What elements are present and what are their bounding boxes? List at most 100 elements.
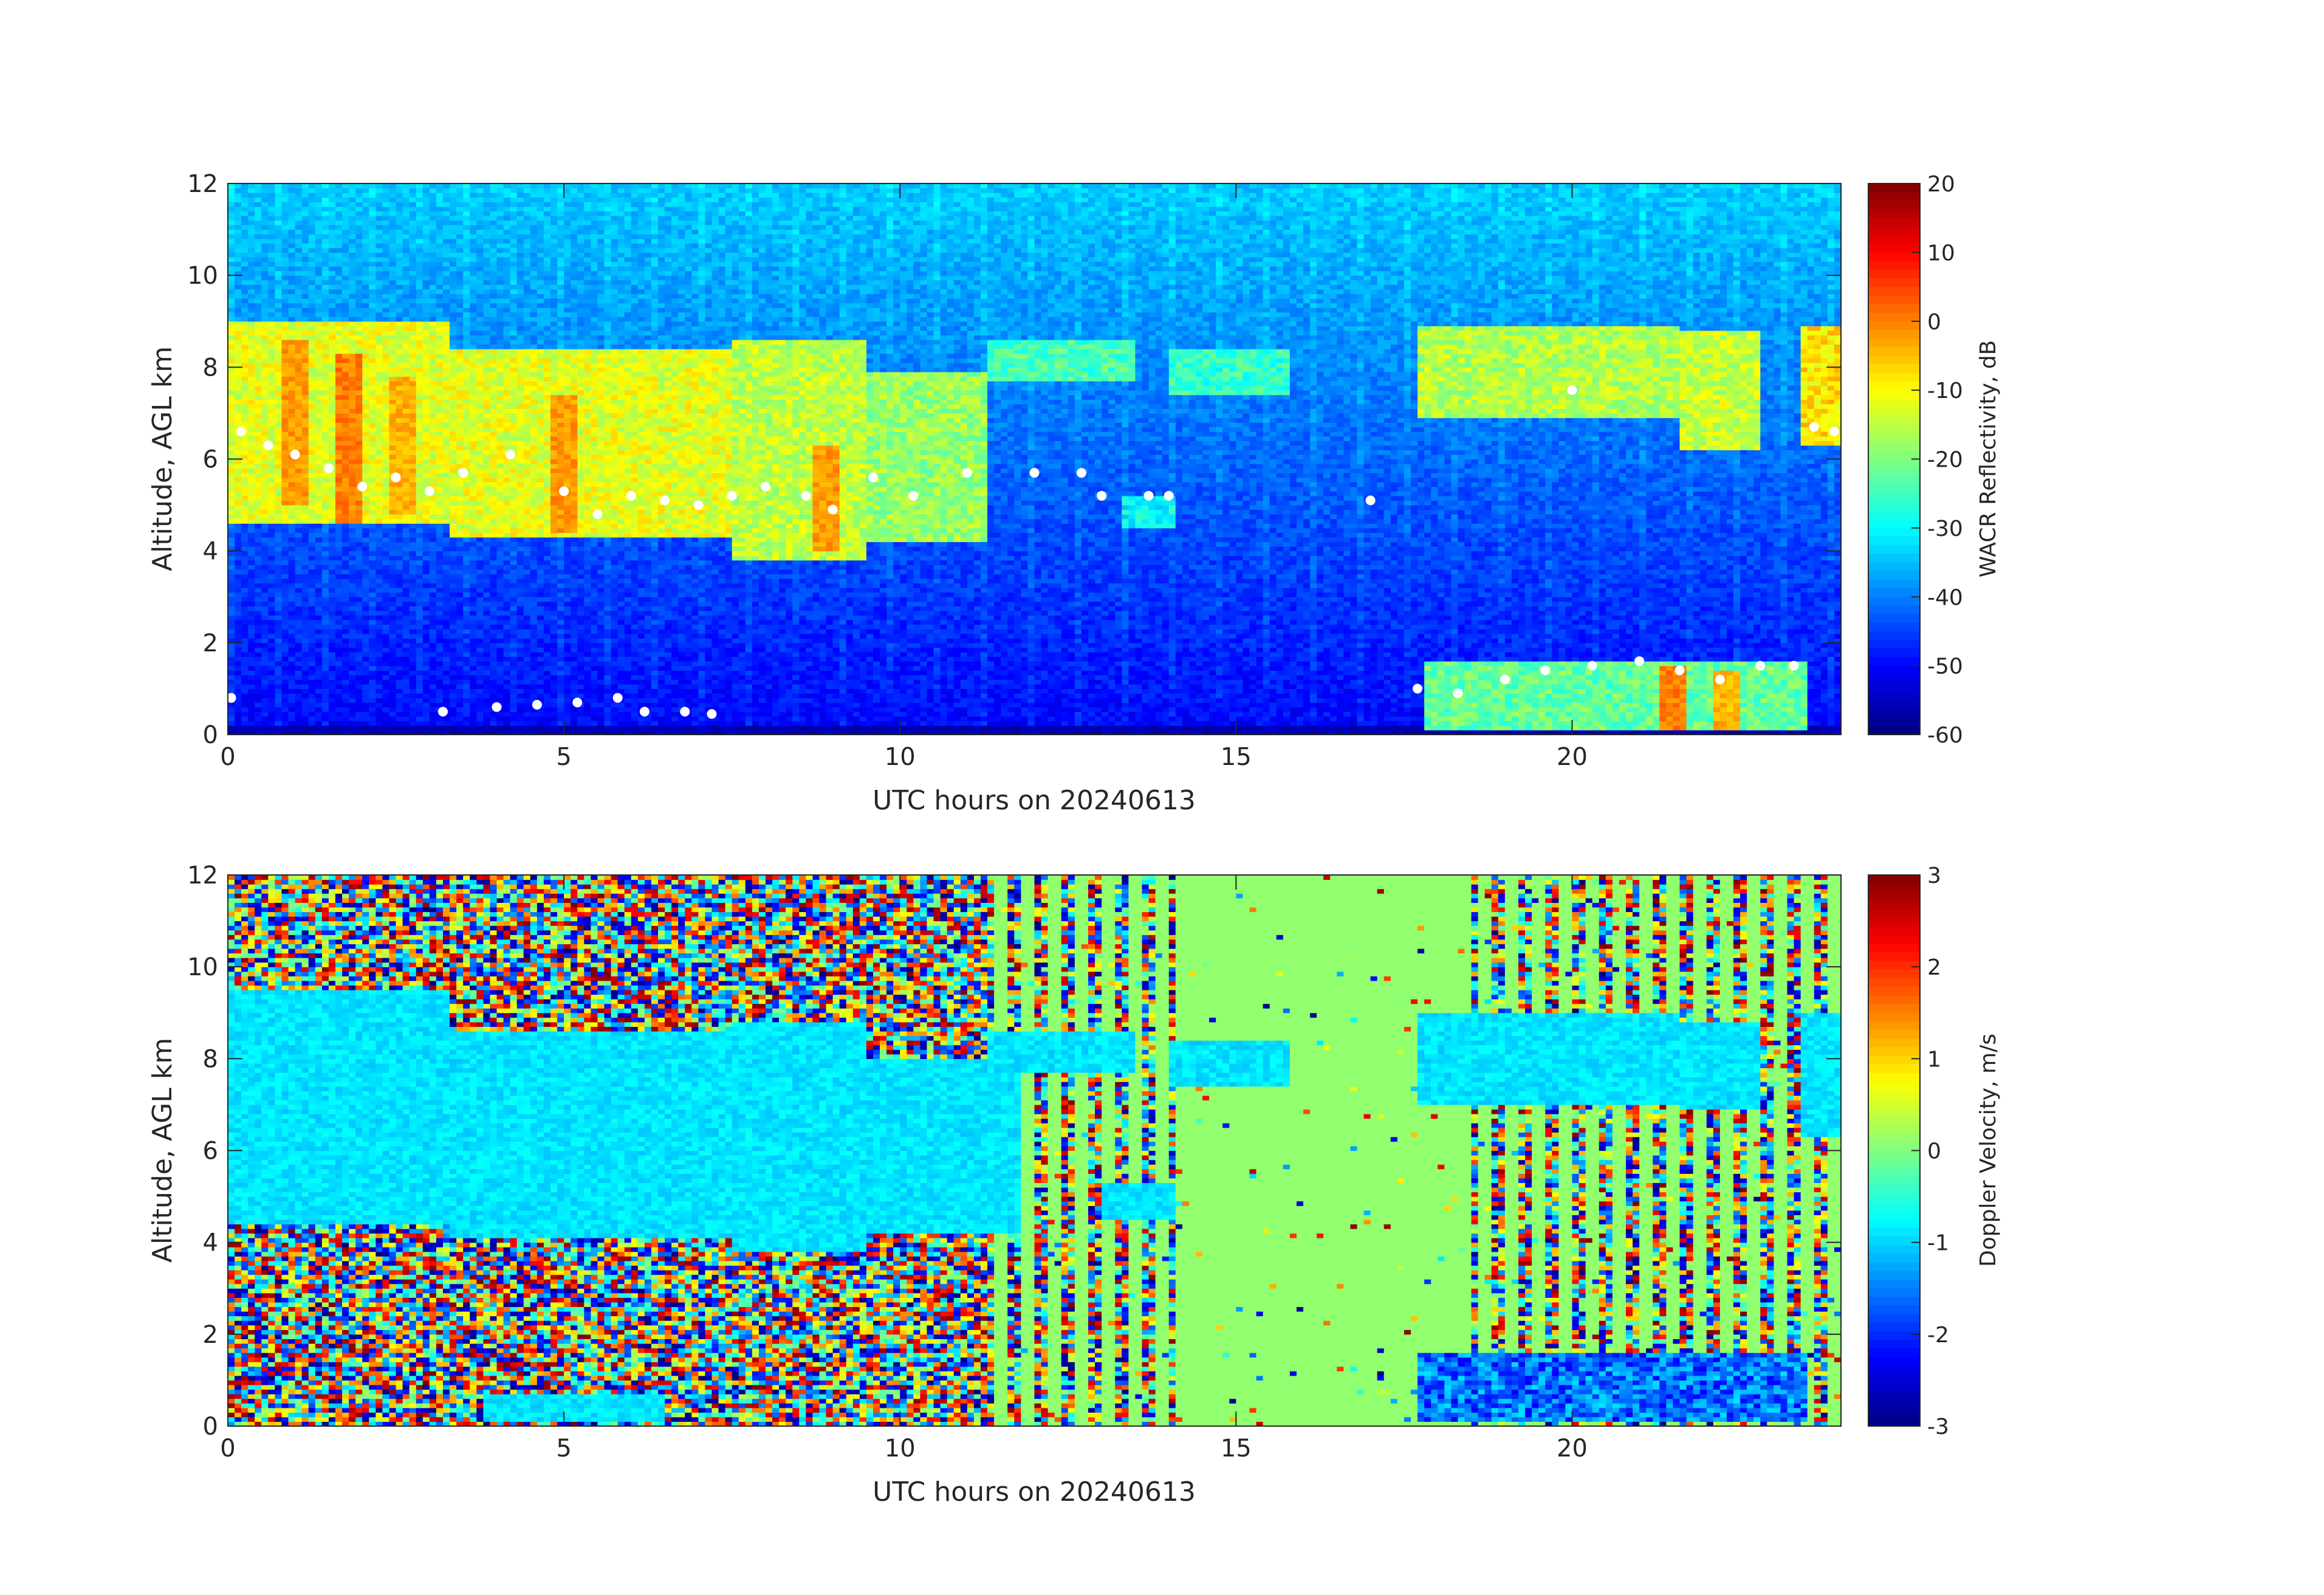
- reflectivity-cell: [295, 230, 303, 235]
- reflectivity-cell: [255, 578, 262, 583]
- reflectivity-cell: [309, 523, 316, 528]
- reflectivity-cell: [248, 615, 255, 620]
- reflectivity-cell: [235, 225, 242, 230]
- reflectivity-cell: [228, 436, 235, 441]
- reflectivity-cell: [241, 615, 249, 620]
- reflectivity-cell: [329, 564, 336, 569]
- reflectivity-cell: [275, 707, 282, 712]
- reflectivity-cell: [315, 666, 323, 671]
- reflectivity-cell: [228, 514, 235, 519]
- reflectivity-cell: [282, 597, 289, 602]
- reflectivity-cell: [309, 578, 316, 583]
- reflectivity-cell: [235, 441, 242, 445]
- reflectivity-cell: [302, 482, 309, 487]
- reflectivity-cell: [302, 312, 309, 317]
- reflectivity-cell: [235, 234, 242, 239]
- reflectivity-cell: [329, 519, 336, 524]
- reflectivity-cell: [322, 537, 329, 542]
- reflectivity-cell: [241, 422, 249, 427]
- reflectivity-cell: [309, 395, 316, 400]
- reflectivity-cell: [241, 537, 249, 542]
- reflectivity-cell: [261, 349, 269, 354]
- reflectivity-cell: [315, 331, 323, 335]
- reflectivity-cell: [322, 625, 329, 629]
- reflectivity-cell: [315, 707, 323, 712]
- reflectivity-cell: [302, 436, 309, 441]
- reflectivity-cell: [282, 321, 289, 326]
- reflectivity-cell: [275, 381, 282, 386]
- reflectivity-cell: [315, 514, 323, 519]
- reflectivity-cell: [228, 487, 235, 492]
- reflectivity-cell: [335, 441, 343, 445]
- reflectivity-cell: [228, 354, 235, 358]
- reflectivity-cell: [268, 634, 275, 639]
- reflectivity-cell: [295, 390, 303, 395]
- reflectivity-cell: [228, 597, 235, 602]
- reflectivity-cell: [275, 634, 282, 639]
- reflectivity-cell: [322, 408, 329, 413]
- reflectivity-cell: [275, 514, 282, 519]
- reflectivity-cell: [248, 220, 255, 225]
- reflectivity-cell: [282, 523, 289, 528]
- reflectivity-cell: [329, 280, 336, 285]
- reflectivity-cell: [295, 611, 303, 616]
- reflectivity-cell: [275, 519, 282, 524]
- reflectivity-cell: [241, 280, 249, 285]
- reflectivity-cell: [268, 431, 275, 436]
- reflectivity-cell: [255, 335, 262, 340]
- reflectivity-cell: [289, 514, 296, 519]
- reflectivity-cell: [335, 519, 343, 524]
- reflectivity-cell: [309, 725, 316, 730]
- reflectivity-cell: [261, 482, 269, 487]
- reflectivity-cell: [289, 349, 296, 354]
- reflectivity-cell: [275, 450, 282, 454]
- reflectivity-cell: [309, 358, 316, 363]
- reflectivity-cell: [241, 441, 249, 445]
- reflectivity-cell: [329, 298, 336, 303]
- reflectivity-cell: [335, 372, 343, 377]
- reflectivity-cell: [241, 606, 249, 611]
- reflectivity-cell: [302, 629, 309, 634]
- reflectivity-cell: [302, 546, 309, 551]
- reflectivity-cell: [295, 220, 303, 225]
- reflectivity-cell: [302, 478, 309, 482]
- reflectivity-cell: [255, 693, 262, 698]
- reflectivity-cell: [268, 542, 275, 547]
- reflectivity-cell: [248, 358, 255, 363]
- reflectivity-heatmap-cells: [228, 184, 1842, 735]
- reflectivity-cell: [241, 679, 249, 684]
- reflectivity-cell: [335, 707, 343, 712]
- reflectivity-cell: [235, 321, 242, 326]
- reflectivity-cell: [241, 239, 249, 244]
- reflectivity-cell: [268, 537, 275, 542]
- reflectivity-cell: [322, 588, 329, 592]
- reflectivity-cell: [235, 417, 242, 422]
- reflectivity-cell: [268, 693, 275, 698]
- reflectivity-cell: [261, 716, 269, 721]
- reflectivity-cell: [295, 491, 303, 496]
- reflectivity-cell: [241, 707, 249, 712]
- reflectivity-cell: [241, 592, 249, 597]
- reflectivity-cell: [309, 408, 316, 413]
- reflectivity-cell: [228, 688, 235, 693]
- reflectivity-cell: [289, 459, 296, 464]
- reflectivity-cell: [248, 679, 255, 684]
- reflectivity-cell: [282, 436, 289, 441]
- reflectivity-cell: [248, 597, 255, 602]
- reflectivity-cell: [248, 367, 255, 372]
- reflectivity-cell: [329, 363, 336, 368]
- reflectivity-cell: [295, 661, 303, 666]
- reflectivity-cell: [248, 340, 255, 345]
- reflectivity-cell: [295, 345, 303, 349]
- reflectivity-cell: [268, 725, 275, 730]
- reflectivity-cell: [329, 602, 336, 606]
- reflectivity-cell: [275, 583, 282, 588]
- reflectivity-cell: [261, 326, 269, 331]
- reflectivity-cell: [248, 280, 255, 285]
- reflectivity-cell: [241, 670, 249, 675]
- reflectivity-cell: [315, 303, 323, 308]
- reflectivity-cell: [309, 335, 316, 340]
- reflectivity-cell: [309, 390, 316, 395]
- reflectivity-cell: [329, 592, 336, 597]
- reflectivity-cell: [322, 243, 329, 248]
